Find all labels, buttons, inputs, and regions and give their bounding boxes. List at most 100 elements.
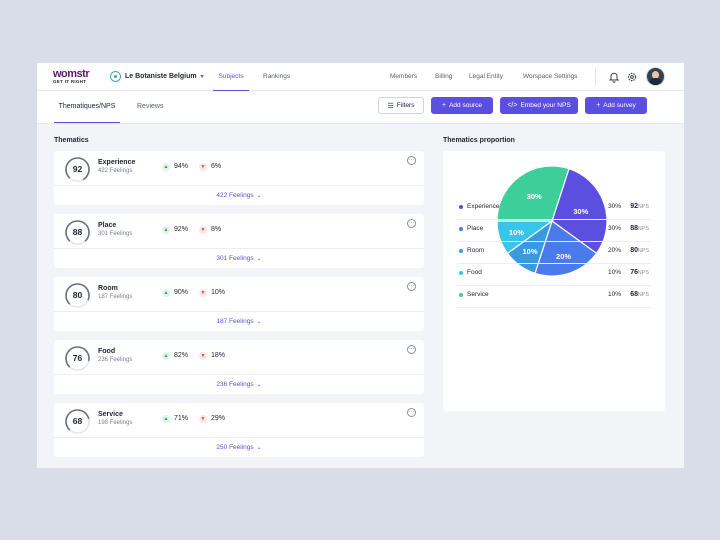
chevron-down-icon: ⌄ (256, 445, 262, 451)
code-icon: </> (507, 102, 518, 109)
legend-nps: 80 (630, 247, 638, 254)
pie-slice-4[interactable] (496, 165, 570, 222)
card-divider (54, 374, 424, 375)
more-options-icon[interactable]: ··· (407, 345, 416, 354)
chevron-down-icon: ⌄ (256, 193, 262, 199)
legend-nps: 88 (630, 225, 638, 232)
thematic-card-place[interactable]: 88 Place 301 Feelings ▲ 92% ▼ 8% ··· 301 Feeling… (54, 214, 424, 268)
negative-percent: 8% (211, 226, 222, 233)
card-divider (54, 248, 424, 249)
legend-row-experience: Experience 30% 92 NPS (457, 198, 651, 220)
nav-billing[interactable]: Billing (435, 73, 453, 80)
workspace-selector[interactable]: Le Botaniste Belgium ▾ (110, 71, 204, 82)
gear-icon[interactable] (626, 71, 638, 83)
workspace-name: Le Botaniste Belgium (125, 73, 197, 80)
legend-nps-unit: NPS (637, 226, 649, 232)
positive-percent: 94% (174, 163, 189, 170)
feelings-toggle[interactable]: 236 Feelings ⌄ (54, 375, 424, 394)
feelings-toggle[interactable]: 301 Feelings ⌄ (54, 249, 424, 268)
workspace-icon (110, 71, 121, 82)
card-divider (54, 311, 424, 312)
legend-percent: 30% (607, 225, 621, 232)
nps-gauge (65, 409, 90, 434)
thematic-card-room[interactable]: 80 Room 187 Feelings ▲ 90% ▼ 10% ··· 187 Feeling… (54, 277, 424, 331)
arrow-down-icon: ▼ (199, 163, 207, 171)
legend-dot (459, 293, 463, 297)
sub-bar: Thematiques/NPS Reviews ☰ Filters + Add … (37, 91, 684, 124)
filter-icon: ☰ (387, 102, 394, 110)
negative-percent: 18% (211, 352, 226, 359)
tab-rankings[interactable]: Rankings (263, 73, 291, 80)
tab-thematiques-nps[interactable]: Thematiques/NPS (54, 91, 120, 123)
feelings-toggle-label: 236 Feelings (216, 381, 254, 388)
add-source-button[interactable]: + Add source (431, 97, 493, 114)
pie-slice-1[interactable] (534, 220, 598, 277)
card-divider (54, 437, 424, 438)
add-survey-button[interactable]: + Add survey (585, 97, 647, 114)
positive-percent: 92% (174, 226, 189, 233)
logo[interactable]: womstr GET IT RIGHT (53, 69, 97, 85)
thematic-card-food[interactable]: 76 Food 236 Feelings ▲ 82% ▼ 18% ··· 236 Feeling… (54, 340, 424, 394)
thematic-card-service[interactable]: 68 Service 198 Feelings ▲ 71% ▼ 29% ··· 250 Feel… (54, 403, 424, 457)
chevron-down-icon: ▾ (200, 74, 204, 80)
legend-nps: 76 (630, 269, 638, 276)
more-options-icon[interactable]: ··· (407, 408, 416, 417)
nps-score: 88 (72, 227, 83, 237)
negative-percent: 10% (211, 289, 226, 296)
arrow-up-icon: ▲ (162, 415, 170, 423)
pie-slice-label-3: 10% (509, 228, 524, 237)
app-window: womstr GET IT RIGHT Le Botaniste Belgium… (37, 63, 684, 468)
bell-icon[interactable] (608, 71, 620, 83)
nps-score: 92 (72, 164, 83, 174)
legend-row-food: Food 10% 76 NPS (457, 264, 651, 286)
feelings-toggle[interactable]: 422 Feelings ⌄ (54, 186, 424, 205)
more-options-icon[interactable]: ··· (407, 219, 416, 228)
pie-slice-0[interactable] (551, 167, 608, 255)
proportion-title: Thematics proportion (443, 137, 515, 144)
nps-gauge (65, 346, 90, 371)
filters-button[interactable]: ☰ Filters (378, 97, 424, 114)
legend-name: Place (467, 225, 484, 232)
nps-score: 80 (72, 290, 83, 300)
negative-percent: 6% (211, 163, 222, 170)
nps-score: 68 (72, 416, 83, 426)
legend-name: Room (467, 247, 485, 254)
positive-percent: 71% (174, 415, 189, 422)
thematics-title: Thematics (54, 137, 89, 144)
chevron-down-icon: ⌄ (256, 382, 262, 388)
nav-legal-entity[interactable]: Legal Entity (469, 73, 503, 80)
add-survey-label: Add survey (603, 102, 636, 109)
thematic-card-experience[interactable]: 92 Experience 422 Feelings ▲ 94% ▼ 6% ··· 422 Fe… (54, 151, 424, 205)
nav-members[interactable]: Members (390, 73, 418, 80)
feelings-toggle-label: 187 Feelings (216, 318, 254, 325)
legend-name: Food (467, 269, 482, 276)
legend-nps-unit: NPS (637, 292, 649, 298)
thematic-name: Experience (98, 159, 136, 166)
more-options-icon[interactable]: ··· (407, 156, 416, 165)
tab-reviews[interactable]: Reviews (137, 103, 164, 110)
tab-subjects[interactable]: Subjects (213, 63, 249, 91)
legend-percent: 10% (607, 291, 621, 298)
embed-nps-button[interactable]: </> Embed your NPS (500, 97, 578, 114)
negative-percent: 29% (211, 415, 226, 422)
arrow-down-icon: ▼ (199, 226, 207, 234)
feelings-toggle-label: 422 Feelings (216, 192, 254, 199)
proportion-card: 30% 20% 10% 10% 30% Experience 30% 92 NPS Place 3… (443, 151, 665, 411)
feelings-toggle[interactable]: 250 Feelings ⌄ (54, 438, 424, 457)
feelings-toggle[interactable]: 187 Feelings ⌄ (54, 312, 424, 331)
thematic-feelings-count: 422 Feelings (98, 168, 133, 174)
positive-percent: 90% (174, 289, 189, 296)
top-bar: womstr GET IT RIGHT Le Botaniste Belgium… (37, 63, 684, 91)
feelings-toggle-label: 250 Feelings (216, 444, 254, 451)
logo-word: womstr (53, 68, 90, 80)
top-divider (595, 69, 596, 85)
user-avatar[interactable] (646, 67, 665, 86)
embed-label: Embed your NPS (520, 102, 571, 109)
card-divider (54, 185, 424, 186)
filters-label: Filters (396, 102, 415, 109)
nav-workspace-settings[interactable]: Worspace Settings (523, 73, 578, 80)
more-options-icon[interactable]: ··· (407, 282, 416, 291)
pie-chart: 30% 20% 10% 10% 30% (496, 165, 608, 277)
legend-percent: 30% (607, 203, 621, 210)
arrow-up-icon: ▲ (162, 352, 170, 360)
